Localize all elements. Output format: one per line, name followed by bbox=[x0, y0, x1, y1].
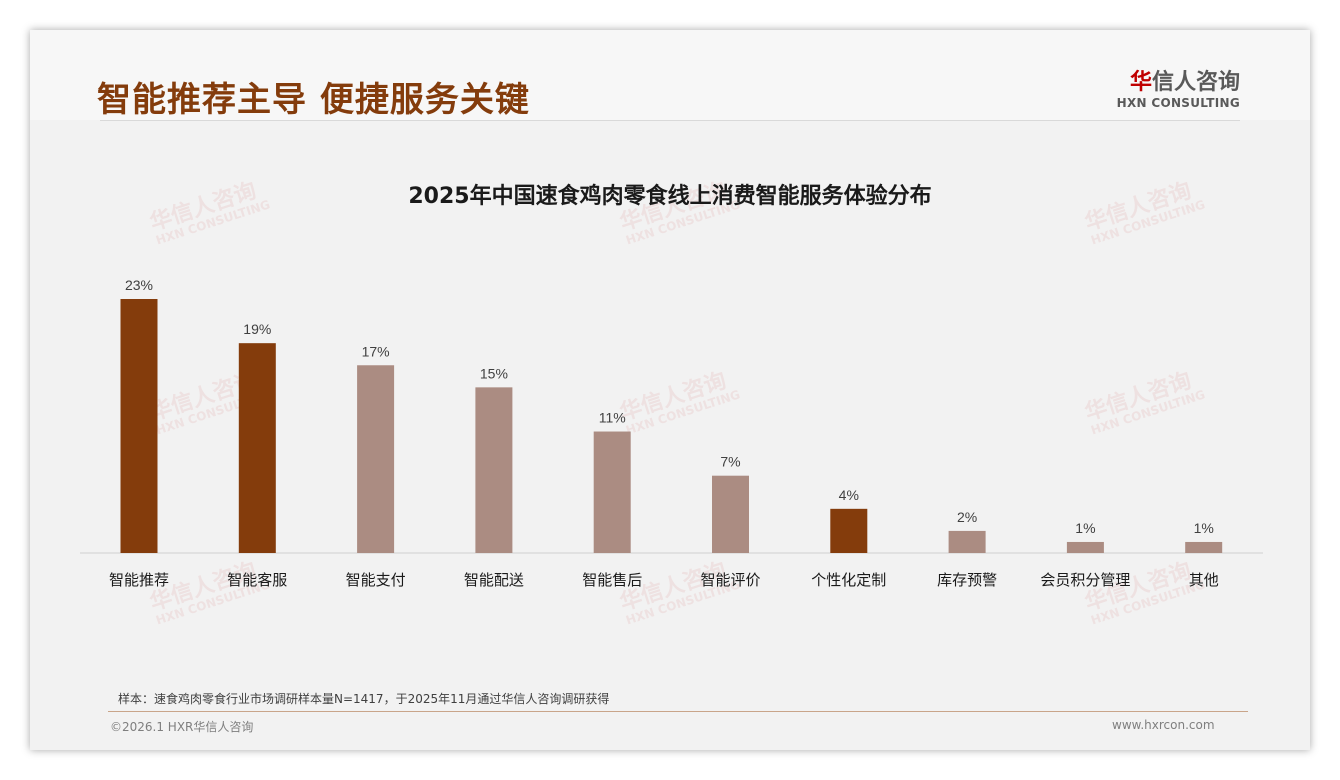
sample-note: 样本：速食鸡肉零食行业市场调研样本量N=1417，于2025年11月通过华信人咨… bbox=[118, 692, 610, 706]
x-tick-label: 个性化定制 bbox=[811, 571, 886, 589]
x-tick-label: 其他 bbox=[1189, 571, 1219, 589]
data-label: 4% bbox=[839, 487, 859, 503]
data-label: 23% bbox=[125, 277, 153, 293]
x-tick-label: 智能支付 bbox=[346, 571, 406, 589]
bar bbox=[357, 365, 395, 553]
data-label: 7% bbox=[720, 454, 740, 470]
logo-text: 信人咨询 bbox=[1151, 70, 1240, 95]
data-label: 2% bbox=[957, 509, 977, 525]
x-tick-label: 会员积分管理 bbox=[1040, 571, 1130, 589]
bar bbox=[1066, 541, 1104, 553]
bar bbox=[120, 299, 158, 553]
x-tick-label: 智能售后 bbox=[582, 571, 642, 589]
x-tick-label: 智能配送 bbox=[464, 571, 524, 589]
x-tick-label: 智能评价 bbox=[700, 571, 760, 589]
logo-en: HXN CONSULTING bbox=[1116, 96, 1240, 110]
bar-chart: 23% 智能推荐 19% 智能客服 17% 智能支付 15% 智能配送 11% 智能售后 7% 智能评… bbox=[80, 277, 1263, 589]
copyright: ©2026.1 HXR华信人咨询 bbox=[110, 720, 254, 734]
bar bbox=[475, 387, 513, 553]
data-label: 15% bbox=[480, 365, 508, 381]
footer-divider bbox=[108, 711, 1248, 712]
logo-mark: 华 bbox=[1129, 70, 1152, 95]
x-tick-label: 智能客服 bbox=[227, 571, 287, 589]
bar bbox=[712, 475, 749, 553]
bar bbox=[238, 343, 276, 553]
page-title: 智能推荐主导 便捷服务关键 bbox=[97, 80, 530, 120]
data-label: 1% bbox=[1075, 520, 1095, 536]
header bbox=[30, 30, 1310, 120]
x-tick-label: 智能推荐 bbox=[109, 571, 169, 589]
bar bbox=[830, 508, 868, 553]
data-label: 11% bbox=[599, 410, 626, 426]
bar bbox=[593, 431, 631, 553]
data-label: 19% bbox=[243, 321, 271, 337]
divider bbox=[100, 120, 1240, 121]
chart-title: 2025年中国速食鸡肉零食线上消费智能服务体验分布 bbox=[408, 184, 932, 209]
bar bbox=[1185, 541, 1223, 553]
data-label: 1% bbox=[1194, 520, 1214, 536]
website-link[interactable]: www.hxrcon.com bbox=[1112, 718, 1215, 732]
slide: 智能推荐主导 便捷服务关键 华信人咨询 HXN CONSULTING 华信人咨询… bbox=[30, 30, 1310, 750]
x-tick-label: 库存预警 bbox=[937, 571, 997, 589]
data-label: 17% bbox=[362, 343, 390, 359]
bar bbox=[948, 530, 986, 553]
logo: 华信人咨询 HXN CONSULTING bbox=[1110, 64, 1240, 110]
